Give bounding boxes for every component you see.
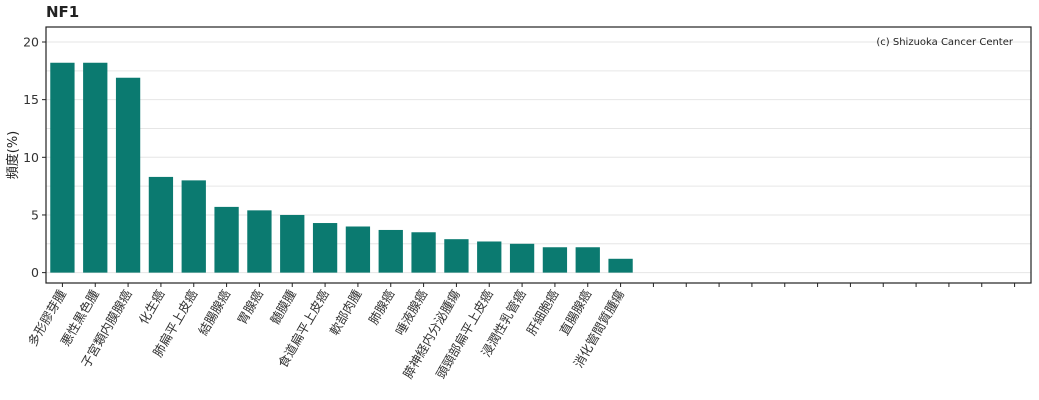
bar xyxy=(280,214,305,273)
x-tick-label: 化生癌 xyxy=(136,287,168,327)
y-tick-label: 0 xyxy=(31,265,39,280)
bar xyxy=(345,226,371,273)
x-tick-label: 髄膜腫 xyxy=(267,287,299,327)
plot-frame xyxy=(45,26,1032,284)
x-tick-label: 胃腺癌 xyxy=(234,287,266,327)
bar xyxy=(575,247,600,273)
bar xyxy=(411,232,436,273)
bar xyxy=(148,176,174,273)
y-tick-label: 5 xyxy=(31,207,39,222)
bars xyxy=(50,62,633,273)
y-tick-label: 15 xyxy=(23,92,39,107)
bar xyxy=(83,62,108,273)
x-tick-label: 結腸腺癌 xyxy=(195,287,233,338)
grid-lines xyxy=(46,41,1031,274)
bar xyxy=(181,180,206,273)
bar xyxy=(542,247,568,273)
y-axis-label: 頻度(%) xyxy=(5,131,21,180)
bar xyxy=(509,243,535,273)
bar xyxy=(477,241,502,273)
bar xyxy=(115,77,141,273)
y-tick-label: 20 xyxy=(23,34,39,49)
bar xyxy=(312,223,338,273)
bar xyxy=(378,229,403,273)
bar xyxy=(608,258,633,273)
y-tick-label: 10 xyxy=(23,150,39,165)
bar xyxy=(50,62,75,273)
bar xyxy=(247,210,272,273)
bar xyxy=(214,206,239,273)
chart-title: NF1 xyxy=(46,3,80,21)
x-tick-label: 軟部肉腫 xyxy=(327,287,365,338)
copyright-annotation: (c) Shizuoka Cancer Center xyxy=(876,37,1014,48)
bar xyxy=(444,239,469,273)
x-tick-label: 肺腺癌 xyxy=(366,287,398,327)
